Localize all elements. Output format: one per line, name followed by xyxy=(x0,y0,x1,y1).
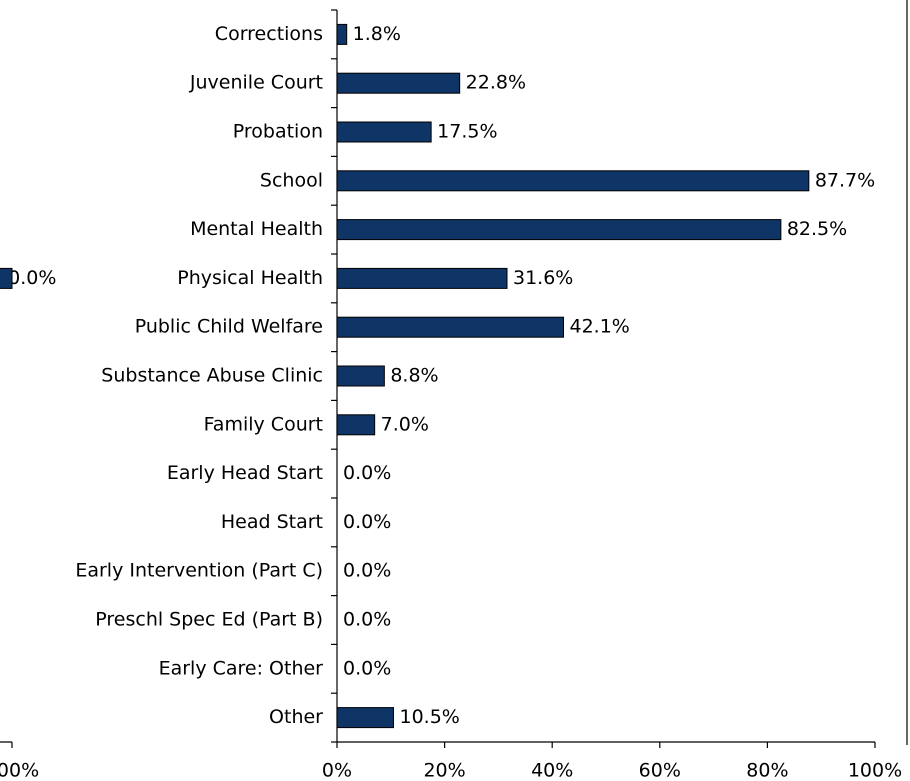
value-label: 0.0% xyxy=(343,657,391,679)
category-label: Physical Health xyxy=(177,267,323,289)
category-label: School xyxy=(260,169,323,191)
bar xyxy=(336,707,394,729)
category-label: Public Child Welfare xyxy=(135,316,323,338)
value-label: 0.0% xyxy=(343,560,391,582)
category-label: Other xyxy=(269,706,323,728)
value-label: 0.0% xyxy=(343,511,391,533)
bar xyxy=(336,365,385,387)
value-label: 42.1% xyxy=(569,316,629,338)
value-label: 31.6% xyxy=(513,267,573,289)
category-label: Juvenile Court xyxy=(189,72,323,94)
bar xyxy=(336,316,564,338)
bar xyxy=(336,121,432,143)
value-label: 0.0% xyxy=(343,609,391,631)
category-label: Head Start xyxy=(221,511,323,533)
x-tick-label: 40% xyxy=(531,760,573,781)
value-label: 0.0% xyxy=(343,462,391,484)
x-tick-label: 0% xyxy=(322,760,352,781)
value-label: 7.0% xyxy=(381,413,429,435)
category-label: Early Intervention (Part C) xyxy=(75,560,323,582)
value-label: 82.5% xyxy=(787,218,847,240)
bar xyxy=(0,267,13,289)
category-label: Early Head Start xyxy=(167,462,323,484)
bar xyxy=(336,414,376,436)
category-label: Preschl Spec Ed (Part B) xyxy=(95,609,323,631)
value-label: 17.5% xyxy=(437,121,497,143)
bar xyxy=(336,219,782,241)
category-label: Probation xyxy=(233,121,323,143)
category-label: Early Care: Other xyxy=(159,657,324,679)
category-label: Mental Health xyxy=(190,218,323,240)
value-label: 87.7% xyxy=(815,169,875,191)
value-label: 10.5% xyxy=(399,706,459,728)
value-label: 100.0% xyxy=(0,267,56,289)
x-tick-label: 60% xyxy=(639,760,681,781)
value-label: 1.8% xyxy=(353,23,401,45)
bar xyxy=(336,72,461,94)
value-label: 22.8% xyxy=(466,72,526,94)
x-tick-label: 100% xyxy=(0,760,39,781)
category-label: Corrections xyxy=(215,23,323,45)
category-label: Family Court xyxy=(204,413,323,435)
bar xyxy=(336,170,810,192)
x-tick-label: 80% xyxy=(746,760,788,781)
value-label: 8.8% xyxy=(390,365,438,387)
x-tick-label: 100% xyxy=(848,760,902,781)
bar xyxy=(336,267,508,289)
category-label: Substance Abuse Clinic xyxy=(101,365,323,387)
x-tick-label: 20% xyxy=(423,760,465,781)
bar xyxy=(336,23,348,45)
